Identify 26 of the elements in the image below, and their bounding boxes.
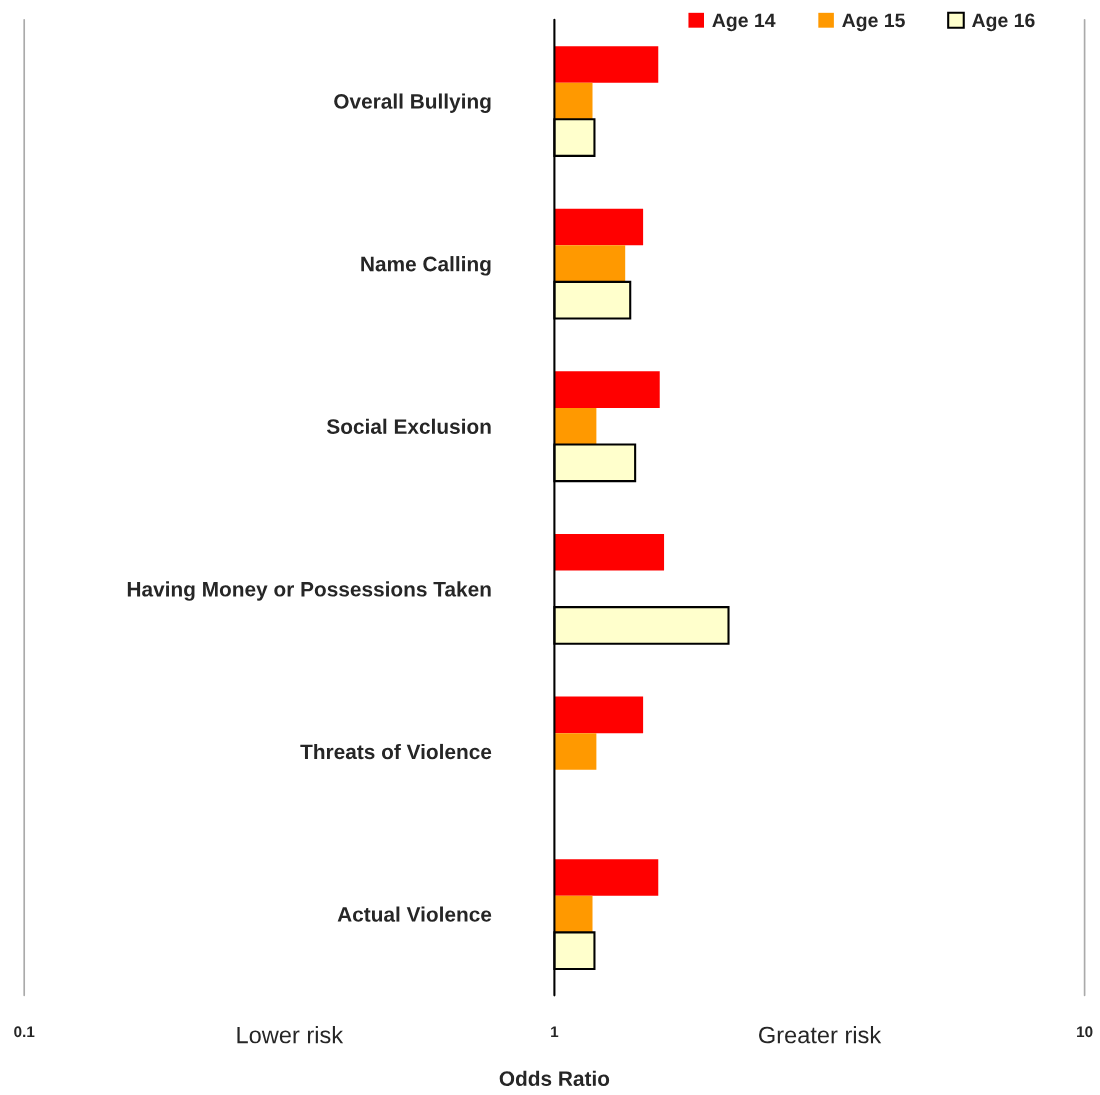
y-tick-label: Threats of Violence xyxy=(300,743,492,760)
x-tick-label: 1 xyxy=(551,1026,559,1037)
legend-label: Age 16 xyxy=(972,13,1035,32)
text: Greater risk xyxy=(759,1026,882,1044)
y-tick-label: Social Exclusion xyxy=(326,418,491,434)
bar xyxy=(554,208,644,246)
y-tick-label: Overall Bullying xyxy=(334,93,491,113)
bar xyxy=(554,533,665,571)
x-tick-label: 0.1 xyxy=(14,1026,35,1038)
bar xyxy=(554,82,593,120)
x-tick-label: 10 xyxy=(1077,1026,1093,1038)
bar xyxy=(554,696,644,734)
y-tick-label: Having Money or Possessions Taken xyxy=(127,581,491,601)
y-tick-label: Actual Violence xyxy=(337,906,492,922)
bar xyxy=(554,245,626,282)
bar xyxy=(554,371,660,408)
text: Lower risk xyxy=(237,1026,344,1044)
bar xyxy=(554,859,659,896)
legend-label: Age 14 xyxy=(712,13,776,32)
bar xyxy=(554,407,597,445)
y-tick-label: Name Calling xyxy=(361,256,491,276)
bar xyxy=(554,733,597,770)
legend-label: Age 15 xyxy=(842,13,905,32)
bar xyxy=(554,895,593,933)
bar xyxy=(554,46,659,83)
x-axis-title: Odds Ratio xyxy=(499,1070,610,1087)
